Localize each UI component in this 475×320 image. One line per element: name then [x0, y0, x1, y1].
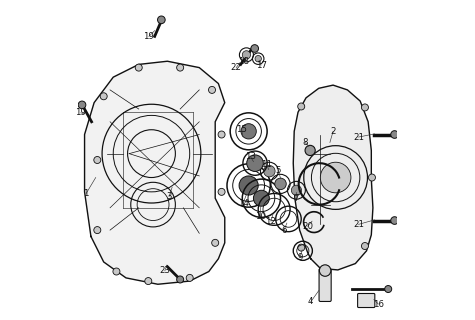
Text: 14: 14 [238, 198, 249, 207]
Polygon shape [293, 85, 373, 270]
Circle shape [251, 45, 258, 52]
Text: 4: 4 [308, 297, 314, 306]
Circle shape [361, 243, 369, 250]
Text: 1: 1 [84, 189, 89, 198]
Text: 16: 16 [373, 300, 384, 308]
Text: 2: 2 [330, 127, 336, 136]
Circle shape [94, 156, 101, 164]
Text: 11: 11 [261, 160, 272, 169]
Circle shape [212, 239, 218, 246]
Text: 3: 3 [166, 192, 172, 201]
FancyBboxPatch shape [319, 269, 331, 301]
FancyBboxPatch shape [358, 293, 375, 308]
Circle shape [391, 131, 399, 138]
Circle shape [369, 174, 375, 181]
Circle shape [239, 176, 258, 195]
Text: 21: 21 [353, 132, 364, 141]
Circle shape [145, 277, 152, 284]
Circle shape [291, 185, 302, 196]
Text: 23: 23 [159, 266, 171, 276]
Circle shape [94, 227, 101, 234]
Circle shape [177, 64, 184, 71]
Circle shape [78, 101, 86, 109]
Circle shape [275, 178, 286, 190]
Circle shape [264, 165, 275, 177]
Text: 9: 9 [297, 253, 303, 262]
Text: 12: 12 [266, 217, 276, 226]
Circle shape [391, 217, 399, 224]
Text: 17: 17 [256, 60, 266, 69]
Circle shape [218, 188, 225, 196]
Circle shape [305, 145, 315, 156]
Text: 7: 7 [293, 194, 299, 204]
Circle shape [186, 274, 193, 281]
Circle shape [135, 64, 142, 71]
Text: 13: 13 [245, 152, 256, 161]
Text: 22: 22 [231, 63, 242, 72]
Circle shape [385, 285, 392, 292]
Circle shape [254, 190, 269, 206]
Polygon shape [85, 61, 225, 284]
Circle shape [218, 131, 225, 138]
Circle shape [361, 104, 369, 111]
Text: 21: 21 [353, 220, 364, 229]
Circle shape [158, 16, 165, 24]
Circle shape [241, 124, 257, 139]
Text: 6: 6 [281, 226, 286, 235]
Text: 8: 8 [302, 138, 308, 147]
Circle shape [298, 103, 305, 110]
Circle shape [113, 268, 120, 275]
Text: 19: 19 [143, 32, 154, 41]
Circle shape [209, 86, 216, 93]
Circle shape [255, 55, 261, 62]
Text: 10: 10 [255, 212, 266, 221]
Text: 19: 19 [76, 108, 86, 117]
Text: 15: 15 [236, 125, 247, 134]
Circle shape [319, 265, 331, 276]
Circle shape [100, 93, 107, 100]
Text: 5: 5 [276, 166, 281, 175]
Circle shape [298, 244, 305, 251]
Circle shape [247, 155, 263, 172]
Circle shape [320, 162, 351, 193]
Text: 18: 18 [238, 57, 249, 66]
Circle shape [177, 276, 184, 283]
Text: 20: 20 [302, 222, 313, 231]
Circle shape [242, 51, 251, 59]
